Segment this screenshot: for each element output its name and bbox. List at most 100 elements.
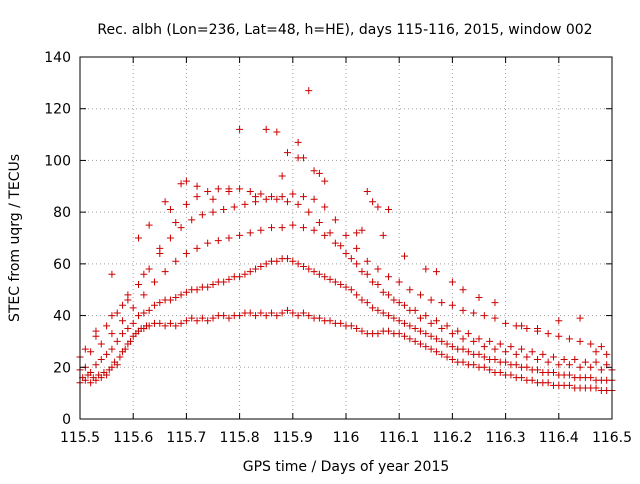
data-point xyxy=(480,343,488,351)
data-point xyxy=(92,376,100,384)
data-point xyxy=(220,312,228,320)
data-point xyxy=(225,187,233,195)
data-point xyxy=(289,221,297,229)
data-point xyxy=(411,325,419,332)
data-point xyxy=(116,353,124,361)
data-point xyxy=(246,187,254,195)
data-point xyxy=(385,312,393,320)
x-axis-label: GPS time / Days of year 2015 xyxy=(243,459,450,475)
data-point xyxy=(305,265,313,273)
data-point xyxy=(294,138,302,146)
data-point xyxy=(305,87,313,95)
data-point xyxy=(321,203,329,211)
data-point xyxy=(597,366,605,374)
data-point xyxy=(475,293,483,301)
data-point xyxy=(427,332,435,340)
data-point xyxy=(534,325,542,332)
data-point xyxy=(401,252,409,260)
data-point xyxy=(241,200,249,208)
x-axis: 115.5 115.6 115.7 115.8 115.9 116 116.1 116.2 11… xyxy=(60,57,632,446)
data-point xyxy=(289,257,297,265)
data-point xyxy=(305,208,313,216)
data-point xyxy=(172,293,180,301)
data-point xyxy=(518,322,526,330)
data-point xyxy=(257,309,265,317)
data-point xyxy=(172,322,180,330)
data-point xyxy=(209,195,217,203)
data-point xyxy=(193,182,201,190)
data-point xyxy=(108,330,116,338)
data-point xyxy=(502,348,510,356)
data-point xyxy=(555,361,563,369)
data-point xyxy=(310,226,318,234)
data-point xyxy=(225,275,233,283)
data-point xyxy=(326,275,334,283)
data-point xyxy=(576,337,584,345)
data-point xyxy=(305,312,313,320)
data-point xyxy=(204,317,212,325)
data-point xyxy=(353,229,361,237)
data-point xyxy=(283,149,291,157)
data-point xyxy=(97,374,105,382)
data-point xyxy=(257,262,265,270)
data-point xyxy=(443,353,451,361)
data-point xyxy=(156,244,164,252)
data-point xyxy=(108,270,116,278)
data-point xyxy=(236,312,244,320)
data-point xyxy=(331,278,339,286)
data-point xyxy=(124,291,132,299)
data-point xyxy=(87,379,95,387)
data-point xyxy=(161,198,169,206)
data-point xyxy=(374,265,382,273)
data-point xyxy=(363,187,371,195)
data-point xyxy=(411,306,419,314)
data-point xyxy=(379,288,387,296)
data-point xyxy=(390,314,398,322)
data-point xyxy=(214,185,222,193)
data-point xyxy=(358,327,366,335)
data-point xyxy=(326,229,334,237)
data-point xyxy=(459,286,467,294)
data-point xyxy=(321,273,329,281)
data-point xyxy=(464,348,472,356)
data-point xyxy=(209,314,217,322)
data-point xyxy=(225,314,233,322)
data-point xyxy=(560,356,568,364)
data-point xyxy=(459,358,467,366)
data-point xyxy=(534,356,542,364)
data-point xyxy=(289,309,297,317)
data-point xyxy=(315,218,323,226)
data-point xyxy=(273,128,281,136)
data-point xyxy=(555,332,563,340)
data-point xyxy=(427,296,435,304)
data-point xyxy=(103,322,111,330)
data-point xyxy=(491,299,499,307)
data-point xyxy=(220,278,228,286)
data-point xyxy=(395,317,403,325)
data-point xyxy=(512,361,520,369)
data-points xyxy=(76,87,616,395)
data-point xyxy=(92,327,100,335)
data-point xyxy=(193,193,201,201)
data-point xyxy=(544,358,552,366)
data-point xyxy=(438,350,446,358)
data-point xyxy=(432,348,440,356)
data-point xyxy=(587,374,595,382)
data-point xyxy=(177,319,185,327)
data-point xyxy=(544,379,552,387)
data-point xyxy=(422,330,430,338)
data-point xyxy=(140,291,148,299)
data-point xyxy=(113,361,121,369)
data-point xyxy=(236,185,244,193)
data-point xyxy=(337,319,345,327)
data-point xyxy=(198,211,206,219)
data-point xyxy=(448,330,456,338)
data-point xyxy=(534,366,542,374)
data-point xyxy=(326,317,334,325)
data-point xyxy=(177,291,185,299)
data-point xyxy=(236,231,244,239)
x-tick-label: 115.6 xyxy=(113,430,153,446)
data-point xyxy=(92,361,100,369)
y-tick-label: 120 xyxy=(44,102,71,118)
data-point xyxy=(268,193,276,201)
